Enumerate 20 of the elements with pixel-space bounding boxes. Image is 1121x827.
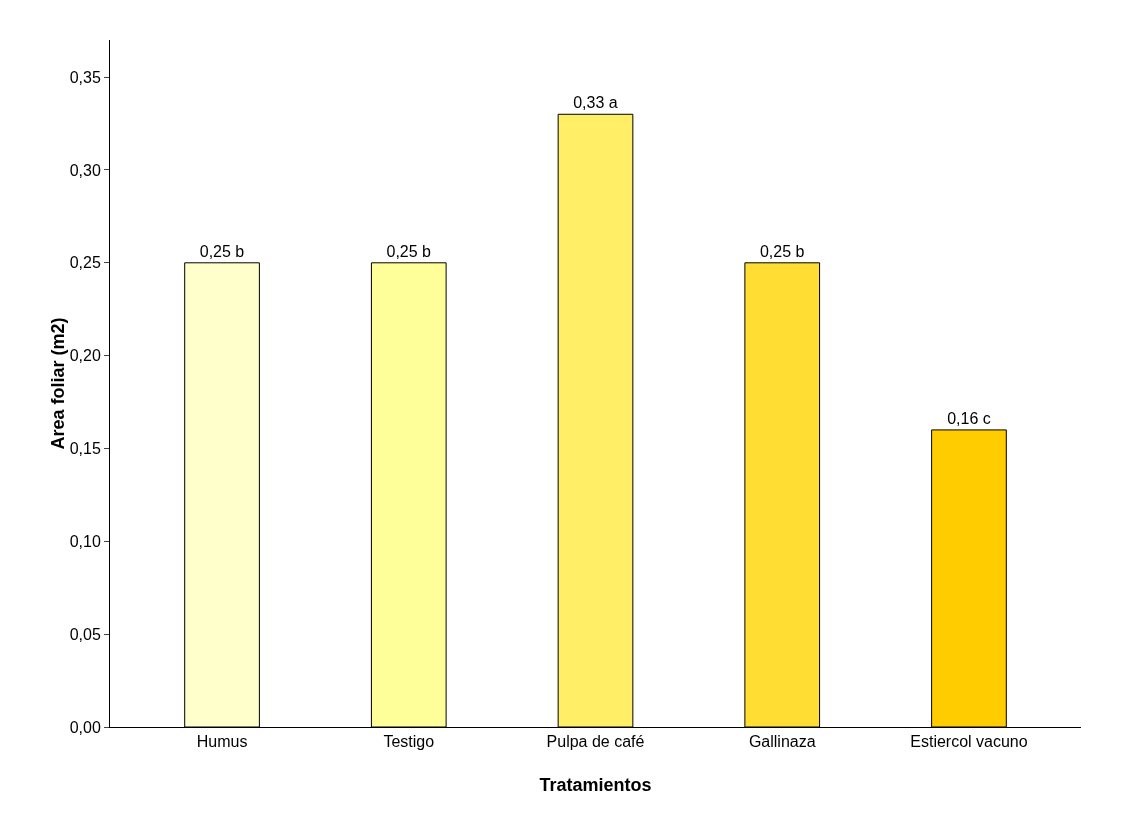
data-label: 0,25 b xyxy=(386,242,432,260)
x-tick-label: Testigo xyxy=(383,733,435,751)
x-tick-label: Pulpa de café xyxy=(546,733,645,751)
x-axis-title: Tratamientos xyxy=(539,775,652,795)
y-axis-title: Area foliar (m2) xyxy=(47,317,68,450)
y-tick-label: 0,05 xyxy=(69,625,101,643)
y-tick-label: 0,00 xyxy=(69,718,101,736)
x-tick-label: Humus xyxy=(196,733,248,751)
y-tick-label: 0,35 xyxy=(69,68,101,86)
data-label: 0,25 b xyxy=(199,242,245,260)
data-label: 0,33 a xyxy=(573,94,618,112)
y-tick-label: 0,30 xyxy=(69,161,101,179)
data-label: 0,25 b xyxy=(759,242,805,260)
y-tick-label: 0,20 xyxy=(69,347,101,365)
x-tick-label: Estiercol vacuno xyxy=(910,733,1028,751)
y-tick-label: 0,10 xyxy=(69,532,101,550)
y-tick-label: 0,15 xyxy=(69,440,101,458)
data-label: 0,16 c xyxy=(947,409,991,427)
x-tick-label: Gallinaza xyxy=(748,733,816,751)
y-tick-label: 0,25 xyxy=(69,254,101,272)
